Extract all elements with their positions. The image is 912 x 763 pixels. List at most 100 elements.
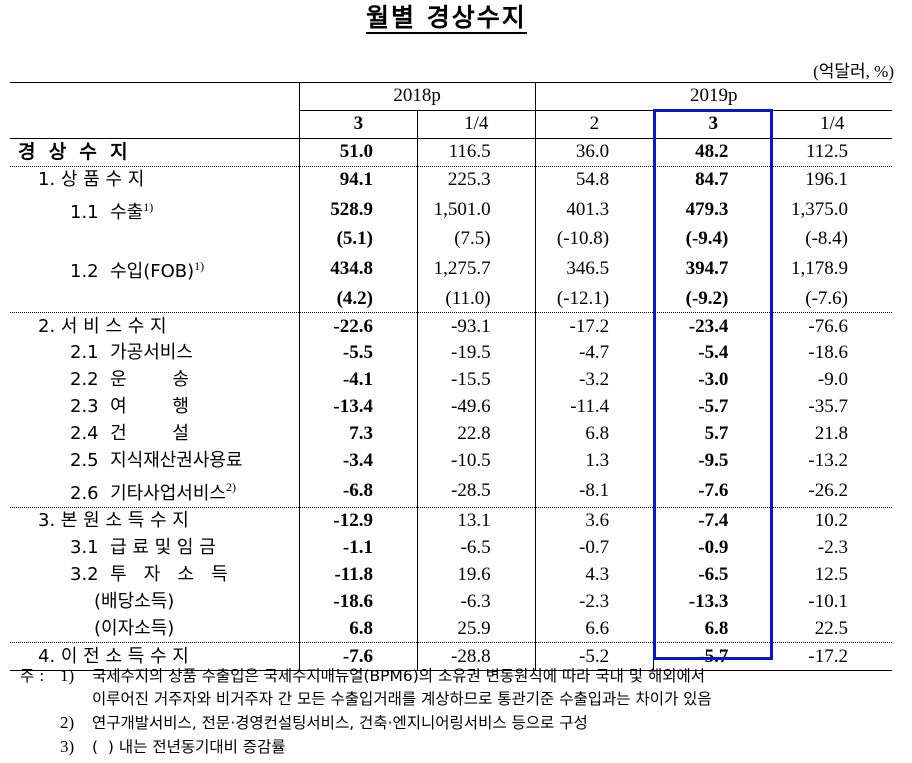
cell-value: -3.2 [534,366,654,394]
row-label-text: (이자소득) [94,617,175,639]
table-row: 4. 이 전 소 득 수 지 -7.6 -28.8 -5.2 -5.7 -17.2 [10,642,892,672]
row-label: 3.1 급 료 및 임 금 [10,535,299,562]
cell-value: 401.3 [534,193,654,226]
cell-value: 394.7 [653,252,773,286]
table-row: 3. 본 원 소 득 수 지 -12.9 13.1 3.6 -7.4 10.2 [10,506,892,535]
footnote-line: 주 : 1) 국제수지의 상품 수출입은 국제수지매뉴얼(BPM6)의 소유권 변동… [20,664,712,688]
page-title: 월별 경상수지 [366,3,527,34]
table-row: 1.1 수출1) 528.9 1,501.0 401.3 479.3 1,375.0 [10,193,892,226]
header-q-2018-1-4: 1/4 [416,110,536,139]
current-account-table: 2018p 2019p 3 1/4 2 3 1/4 경 상 수 지 51.0 116… [10,82,892,672]
cell-value: 225.3 [416,165,536,194]
row-label-text: 2.4 건 설 [70,423,189,445]
cell-value: 7.3 [298,420,418,448]
row-label-text: 2.2 운 송 [70,369,189,391]
row-label [10,285,299,312]
cell-value: -5.5 [298,340,418,367]
table-row: (4.2) (11.0) (-12.1) (-9.2) (-7.6) [10,285,892,313]
cell-value: 54.8 [534,165,654,194]
cell-value: (5.1) [298,226,418,253]
row-label-text: 3.1 급 료 및 임 금 [70,537,216,559]
cell-value: -26.2 [808,479,848,501]
row-label-text [10,288,70,309]
cell-value: 13.1 [416,506,536,535]
cell-value: (-9.4) [653,226,773,253]
cell-value: -0.9 [653,534,773,562]
row-label: 4. 이 전 소 득 수 지 [10,642,300,672]
cell-value: -3.4 [298,447,418,475]
table-row: (이자소득) 6.8 25.9 6.6 6.8 22.5 [10,615,892,643]
cell-value: -10.1 [808,590,848,612]
cell-value: -11.8 [298,561,418,589]
footnote-number: 2) [60,713,75,732]
cell-value: -2.3 [817,537,848,559]
table-row: (배당소득) -18.6 -6.3 -2.3 -13.3 -10.1 [10,588,892,616]
cell-value: -6.5 [653,561,773,589]
cell-value: 1.3 [534,447,654,475]
footnote-number: 3) [60,737,75,756]
table-row: 2.3 여 행 -13.4 -49.6 -11.4 -5.7 -35.7 [10,393,892,421]
row-label-text [10,228,70,249]
cell-value: -76.6 [772,312,892,340]
footnote-text: 연구개발서비스, 전문·경영컨설팅서비스, 건축·엔지니어링서비스 등으로 구성 [92,714,588,732]
footnote-line: 2) 연구개발서비스, 전문·경영컨설팅서비스, 건축·엔지니어링서비스 등으로 … [20,711,712,735]
cell-value: 3.6 [534,506,654,535]
row-label-text: 4. 이 전 소 득 수 지 [38,645,189,667]
cell-value: 22.5 [814,617,848,639]
cell-value: -13.2 [808,450,848,471]
cell-value: (4.2) [298,285,418,313]
table-body: 경 상 수 지 51.0 116.5 36.0 48.2 112.5 1. 상 품 수 지 9… [10,138,892,672]
table-row: 3.2 투 자 소 득 -11.8 19.6 4.3 -6.5 12.5 [10,561,892,589]
cell-value: 1,375.0 [791,198,848,220]
row-label-text: 2.5 지식재산권사용료 [70,450,243,471]
cell-value: -35.7 [808,396,848,418]
cell-value: -0.7 [534,534,654,562]
table-row: (5.1) (7.5) (-10.8) (-9.4) (-8.4) [10,226,892,253]
cell-value: -5.7 [653,393,773,421]
row-label: 1.1 수출1) [10,194,299,226]
cell-value: -18.6 [298,588,418,616]
cell-value: -11.4 [534,393,654,421]
cell-value: -5.4 [653,340,773,367]
cell-value: 22.8 [416,420,536,448]
footnote-text: ( ) 내는 전년동기대비 증감률 [92,738,286,756]
header-q-2019-1-4: 1/4 [772,110,892,139]
row-label-text: 1.2 수입(FOB) [70,261,195,283]
row-label-text: (배당소득) [94,590,175,612]
cell-value: 6.8 [298,615,418,643]
row-label: 1. 상 품 수 지 [10,165,300,194]
cell-value: 4.3 [534,561,654,589]
footnote-text: 국제수지의 상품 수출입은 국제수지매뉴얼(BPM6)의 소유권 변동원칙에 따… [92,667,706,685]
cell-value: -93.1 [416,312,536,340]
header-q-2019-3: 3 [653,110,773,139]
cell-value: 346.5 [534,252,654,286]
row-label: 2.1 가공서비스 [10,340,299,367]
header-year-2019: 2019p [534,82,892,111]
cell-value: -6.3 [416,588,536,616]
cell-value: 196.1 [772,165,892,194]
cell-value: -10.5 [416,447,536,475]
cell-value: -23.4 [653,312,773,340]
cell-value: -18.6 [808,342,848,364]
footnote-line: 이루어진 거주자와 비거주자 간 모든 수출입거래를 계상하므로 통관기준 수출… [20,688,712,711]
cell-value: -49.6 [416,393,536,421]
cell-value: (-7.6) [805,287,848,309]
table-row: 2.1 가공서비스 -5.5 -19.5 -4.7 -5.4 -18.6 [10,340,892,367]
cell-value: -28.5 [416,474,536,508]
header-year-2018: 2018p [298,82,536,111]
row-label: (배당소득) [10,588,299,615]
cell-value: (11.0) [416,285,536,313]
row-label [10,226,299,253]
cell-value: 21.8 [814,423,848,445]
cell-value: -6.5 [416,534,536,562]
cell-value: 6.8 [653,615,773,643]
cell-value: 6.6 [534,615,654,643]
cell-value: (-8.4) [805,228,848,250]
row-label-text: 2. 서 비 스 수 지 [38,315,167,337]
row-label-text: 1. 상 품 수 지 [38,169,145,191]
row-label-text: 2.3 여 행 [70,396,189,418]
cell-value: -9.0 [817,369,848,391]
row-label-text: 1.1 수출 [70,202,144,223]
table-row: 2.5 지식재산권사용료 -3.4 -10.5 1.3 -9.5 -13.2 [10,447,892,475]
header-quarter-row: 3 1/4 2 3 1/4 [10,110,892,139]
